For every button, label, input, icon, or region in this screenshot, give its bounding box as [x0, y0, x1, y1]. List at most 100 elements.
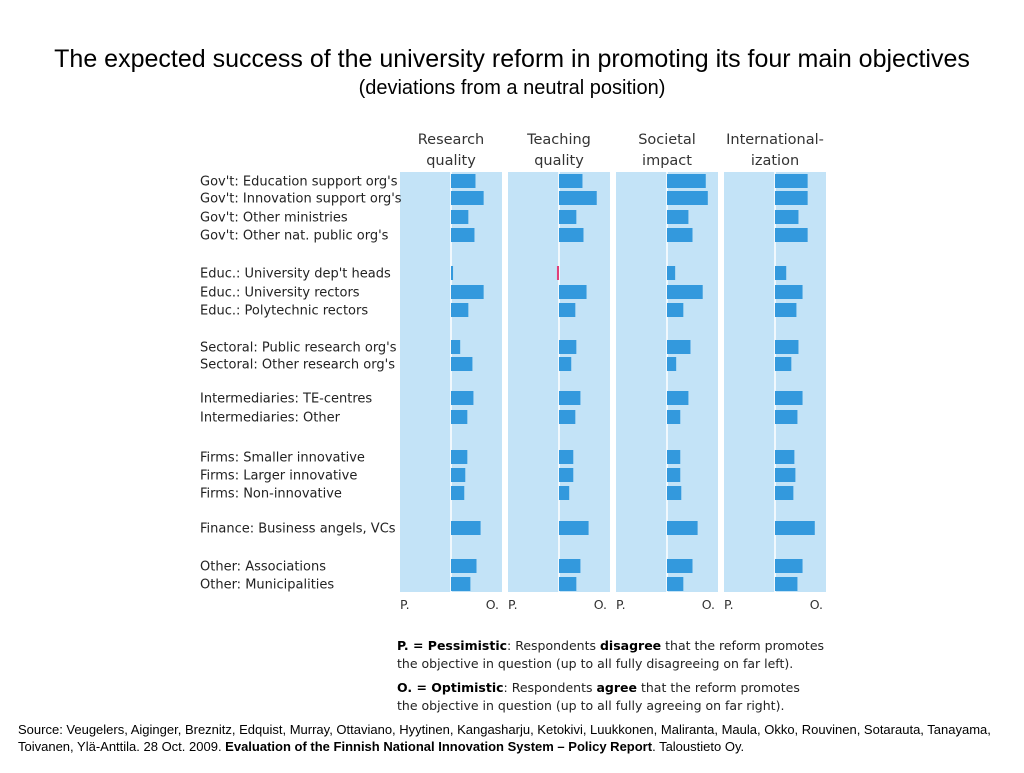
bar [451, 577, 471, 591]
axis-label-optimistic: O. [810, 597, 823, 612]
bar [559, 559, 581, 573]
bar [667, 450, 681, 464]
bar [451, 191, 484, 205]
panel-header: International- [726, 132, 824, 148]
bar [559, 340, 577, 354]
bar [559, 285, 587, 299]
axis-label-pessimistic: P. [508, 597, 518, 612]
row-label: Educ.: University dep't heads [200, 267, 391, 282]
panel-header: quality [534, 153, 584, 169]
bar [775, 303, 797, 317]
bar [667, 191, 708, 205]
bar [451, 410, 468, 424]
bar [451, 210, 469, 224]
row-label: Gov't: Other nat. public org's [200, 229, 389, 244]
bar [451, 486, 465, 500]
panel-header: ization [751, 153, 799, 169]
bar [451, 559, 477, 573]
bar [667, 391, 689, 405]
bar [667, 410, 681, 424]
bar [559, 450, 574, 464]
bar [451, 228, 475, 242]
bar [451, 266, 454, 280]
bar [667, 486, 682, 500]
bar [667, 577, 684, 591]
bar [775, 266, 787, 280]
legend-p-term: P. = Pessimistic [397, 638, 508, 653]
row-label: Firms: Non-innovative [200, 487, 342, 502]
bar [451, 521, 481, 535]
bar [451, 303, 469, 317]
bar [775, 285, 803, 299]
row-label: Educ.: University rectors [200, 286, 360, 301]
legend-o-rest: that the reform promotes [637, 680, 800, 695]
bar [451, 391, 474, 405]
bar [775, 577, 798, 591]
legend-o-line2: the objective in question (up to all ful… [397, 698, 785, 713]
row-label: Sectoral: Public research org's [200, 341, 397, 356]
legend-o-term: O. = Optimistic [397, 680, 504, 695]
bar [451, 340, 461, 354]
bar [559, 303, 576, 317]
row-label: Intermediaries: TE-centres [200, 392, 372, 407]
legend-p-keyword: disagree [599, 638, 662, 653]
axis-label-pessimistic: P. [400, 597, 410, 612]
row-label: Other: Associations [200, 560, 326, 575]
bar [775, 450, 795, 464]
bar [775, 521, 815, 535]
bar [451, 174, 476, 188]
row-label: Finance: Business angels, VCs [200, 522, 396, 537]
panel-header: Research [418, 132, 485, 148]
bar [667, 468, 681, 482]
row-label: Intermediaries: Other [200, 411, 341, 426]
bar [559, 210, 577, 224]
bar [559, 486, 570, 500]
row-label: Gov't: Education support org's [200, 175, 398, 190]
axis-label-optimistic: O. [702, 597, 715, 612]
bar [559, 577, 577, 591]
bar [667, 210, 689, 224]
legend-pessimistic: P. = Pessimistic: Respondents disagree t… [397, 637, 827, 673]
bar [451, 468, 466, 482]
row-label: Gov't: Innovation support org's [200, 192, 402, 207]
bar [559, 228, 584, 242]
bar [775, 228, 808, 242]
bar [775, 210, 799, 224]
legend-o-mid: : Respondents [503, 680, 597, 695]
bar [667, 266, 676, 280]
bar [559, 410, 576, 424]
source-report-title: Evaluation of the Finnish National Innov… [225, 739, 653, 754]
bar [775, 391, 803, 405]
legend-o-keyword: agree [596, 680, 637, 695]
bar [775, 410, 798, 424]
source-tail: . Taloustieto Oy. [652, 739, 745, 754]
bar [667, 303, 684, 317]
axis-label-pessimistic: P. [616, 597, 626, 612]
row-label: Other: Municipalities [200, 578, 334, 593]
bar [556, 266, 559, 280]
bar [667, 228, 693, 242]
bar [775, 486, 794, 500]
panel-header: impact [642, 153, 692, 169]
axis-label-optimistic: O. [594, 597, 607, 612]
bar [667, 521, 698, 535]
bar [451, 357, 473, 371]
panel-header: Teaching [526, 132, 591, 148]
row-label: Educ.: Polytechnic rectors [200, 304, 368, 319]
bar [559, 521, 589, 535]
bar [559, 391, 581, 405]
row-label: Gov't: Other ministries [200, 211, 348, 226]
bar [667, 559, 693, 573]
axis-label-pessimistic: P. [724, 597, 734, 612]
bar [667, 285, 703, 299]
legend-p-mid: : Respondents [507, 638, 600, 653]
source-note: Source: Veugelers, Aiginger, Breznitz, E… [18, 721, 1013, 755]
row-label: Sectoral: Other research org's [200, 358, 395, 373]
bar [559, 357, 572, 371]
bar [775, 468, 796, 482]
bar [451, 285, 484, 299]
bar [559, 174, 583, 188]
bar [667, 357, 677, 371]
